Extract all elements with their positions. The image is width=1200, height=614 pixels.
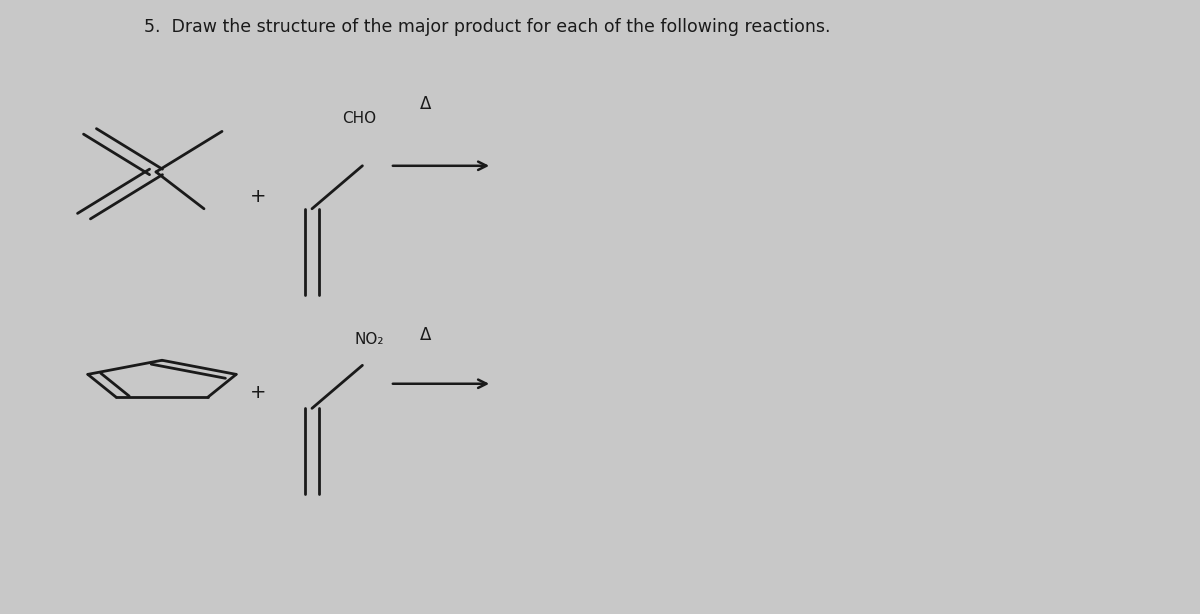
Text: Δ: Δ xyxy=(420,325,432,344)
Text: Δ: Δ xyxy=(420,95,432,114)
Text: 5.  Draw the structure of the major product for each of the following reactions.: 5. Draw the structure of the major produ… xyxy=(144,18,830,36)
Text: +: + xyxy=(250,187,266,206)
Text: +: + xyxy=(250,384,266,402)
Text: CHO: CHO xyxy=(342,111,376,126)
Text: NO₂: NO₂ xyxy=(354,332,384,347)
